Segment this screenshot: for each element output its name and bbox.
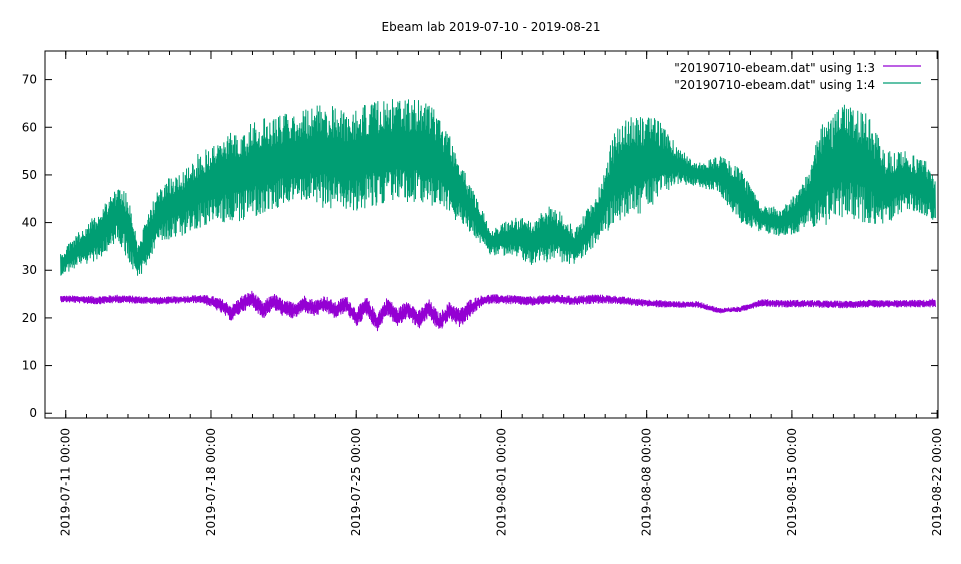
legend-label-series-2: "20190710-ebeam.dat" using 1:4 bbox=[674, 78, 875, 92]
series-layer bbox=[60, 99, 936, 332]
legend: "20190710-ebeam.dat" using 1:3 "20190710… bbox=[674, 61, 921, 92]
y-tick-label: 60 bbox=[22, 120, 37, 134]
x-tick-label: 2019-07-25 00:00 bbox=[349, 428, 363, 536]
y-tick-label: 20 bbox=[22, 311, 37, 325]
y-tick-label: 30 bbox=[22, 263, 37, 277]
series-line-2 bbox=[60, 99, 936, 276]
x-tick-label: 2019-08-01 00:00 bbox=[494, 428, 508, 536]
x-tick-label: 2019-07-18 00:00 bbox=[204, 428, 218, 536]
x-tick-label: 2019-07-11 00:00 bbox=[59, 428, 73, 536]
axes-layer: 0 10 20 30 40 50 60 70 2019-07-11 00:00 2019-07-1… bbox=[22, 50, 944, 536]
y-tick-label: 50 bbox=[22, 168, 37, 182]
x-tick-label: 2019-08-08 00:00 bbox=[640, 428, 654, 536]
x-tick-label: 2019-08-15 00:00 bbox=[785, 428, 799, 536]
y-tick-label: 70 bbox=[22, 73, 37, 87]
legend-label-series-1: "20190710-ebeam.dat" using 1:3 bbox=[674, 61, 875, 75]
x-tick-label: 2019-08-22 00:00 bbox=[930, 428, 944, 536]
y-tick-label: 40 bbox=[22, 216, 37, 230]
chart-title: Ebeam lab 2019-07-10 - 2019-08-21 bbox=[382, 20, 601, 34]
y-tick-label: 0 bbox=[29, 406, 37, 420]
plot-frame bbox=[44, 50, 939, 419]
series-line-1 bbox=[60, 290, 936, 332]
y-tick-label: 10 bbox=[22, 359, 37, 373]
